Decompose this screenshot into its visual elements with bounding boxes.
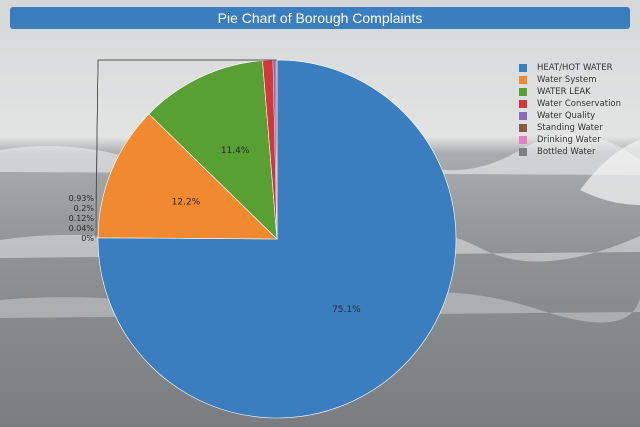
legend-label: WATER LEAK bbox=[537, 87, 591, 97]
slice-label-water-quality: 0.2% bbox=[74, 204, 95, 213]
legend-item-bottled-water[interactable]: Bottled Water bbox=[519, 146, 621, 158]
pie-slice-water-leak[interactable] bbox=[148, 60, 278, 240]
chart-title: Pie Chart of Borough Complaints bbox=[10, 7, 630, 29]
slice-label-heat-hot-water: 75.1% bbox=[332, 305, 361, 315]
legend-item-water-quality[interactable]: Water Quality bbox=[519, 110, 621, 122]
legend-item-water-system[interactable]: Water System bbox=[519, 74, 621, 86]
legend-swatch bbox=[519, 136, 527, 144]
legend-label: Drinking Water bbox=[537, 135, 601, 145]
legend-label: Water System bbox=[537, 75, 597, 85]
legend-swatch bbox=[519, 100, 527, 108]
pie-slice-heat-hot-water[interactable] bbox=[97, 59, 457, 419]
legend-item-standing-water[interactable]: Standing Water bbox=[519, 122, 621, 134]
legend-item-heat-hot-water[interactable]: HEAT/HOT WATER bbox=[519, 62, 621, 74]
legend-swatch bbox=[519, 88, 527, 96]
legend-item-water-leak[interactable]: WATER LEAK bbox=[519, 86, 621, 98]
slice-label-bottled-water: 0% bbox=[81, 234, 94, 243]
pie-slice-water-system[interactable] bbox=[97, 113, 278, 240]
legend-swatch bbox=[519, 148, 527, 156]
legend-label: HEAT/HOT WATER bbox=[537, 63, 613, 73]
slice-label-water-leak: 11.4% bbox=[221, 146, 250, 156]
legend-label: Water Conservation bbox=[537, 99, 622, 109]
legend-label: Bottled Water bbox=[537, 147, 596, 157]
legend-swatch bbox=[519, 64, 527, 72]
slice-label-standing-water: 0.12% bbox=[69, 214, 95, 223]
chart-legend: HEAT/HOT WATER Water System WATER LEAK Wate… bbox=[519, 62, 621, 158]
slice-label-drinking-water: 0.04% bbox=[69, 224, 95, 233]
legend-item-water-conservation[interactable]: Water Conservation bbox=[519, 98, 621, 110]
legend-label: Standing Water bbox=[537, 123, 603, 133]
legend-swatch bbox=[519, 124, 527, 132]
legend-item-drinking-water[interactable]: Drinking Water bbox=[519, 134, 621, 146]
legend-swatch bbox=[519, 76, 527, 84]
slice-label-water-conservation: 0.93% bbox=[69, 194, 95, 203]
slice-label-water-system: 12.2% bbox=[172, 198, 201, 208]
leader-line-bottled-water bbox=[95, 59, 277, 239]
legend-label: Water Quality bbox=[537, 111, 596, 121]
legend-swatch bbox=[519, 112, 527, 120]
